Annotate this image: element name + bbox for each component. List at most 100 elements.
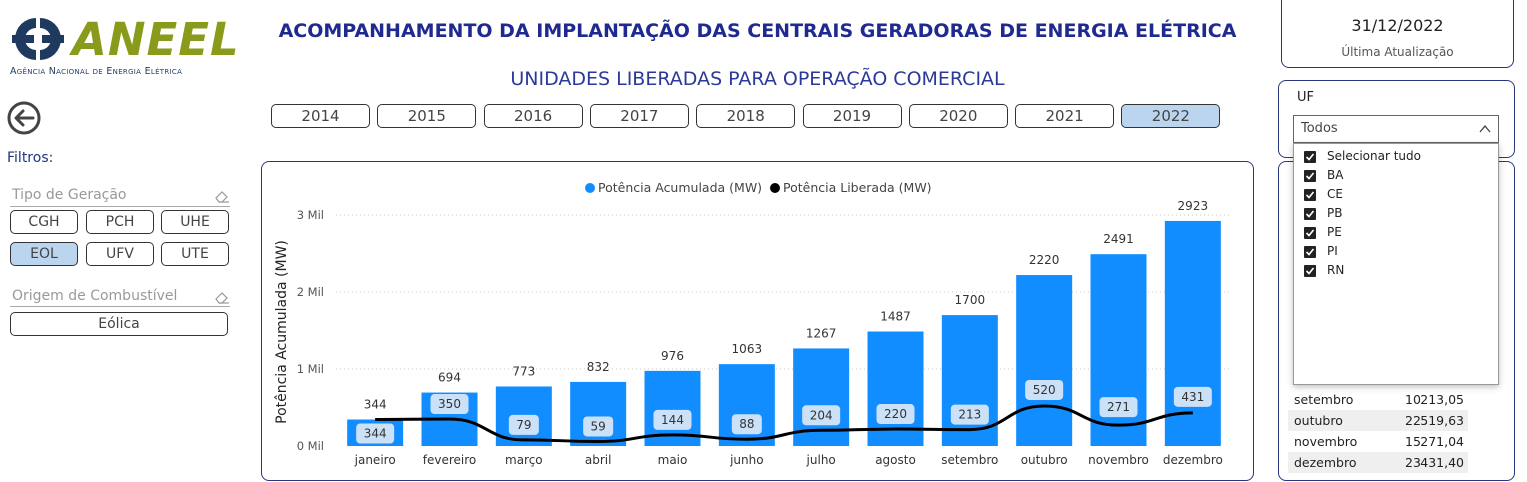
line-data-label-box	[430, 394, 469, 415]
table-cell-month: novembro	[1294, 434, 1358, 449]
line-data-label: 431	[1181, 390, 1204, 404]
filters-label: Filtros:	[7, 150, 54, 166]
checkbox-checked-icon[interactable]	[1304, 265, 1316, 277]
bar-data-label: 2491	[1103, 232, 1134, 246]
bar-data-label: 1700	[955, 293, 986, 307]
checkbox-checked-icon[interactable]	[1304, 208, 1316, 220]
line-data-label: 213	[958, 408, 981, 422]
checkbox-checked-icon[interactable]	[1304, 151, 1316, 163]
last-update-card: 31/12/2022 Última Atualização	[1281, 0, 1514, 68]
x-tick-label: abril	[585, 453, 612, 467]
line-data-label: 79	[516, 418, 531, 432]
table-row: outubro 22 519,63	[1288, 410, 1468, 431]
uf-option-label: BA	[1327, 168, 1344, 182]
bar-data-label: 1487	[880, 310, 911, 324]
uf-selected-value: Todos	[1301, 121, 1338, 136]
year-button-2022[interactable]: 2022	[1121, 104, 1221, 128]
uf-option-label: PE	[1327, 225, 1342, 239]
bar-novembro[interactable]	[1090, 254, 1147, 446]
tipo-chip-pch[interactable]: PCH	[86, 210, 154, 234]
bar-data-label: 1063	[732, 342, 763, 356]
legend-label-acumulada: Potência Acumulada (MW)	[598, 180, 762, 195]
year-button-2020[interactable]: 2020	[908, 104, 1008, 128]
line-data-label-box	[731, 414, 762, 435]
x-tick-label: agosto	[875, 453, 916, 467]
line-data-label-box	[653, 409, 692, 430]
line-data-label: 144	[661, 413, 684, 427]
checkbox-checked-icon[interactable]	[1304, 246, 1316, 258]
bar-data-label: 976	[661, 349, 684, 363]
line-data-label-box	[1173, 386, 1212, 407]
bar-outubro[interactable]	[1016, 275, 1073, 446]
x-tick-label: março	[505, 453, 543, 467]
year-button-2016[interactable]: 2016	[483, 104, 583, 128]
table-cell-count: 15	[1405, 434, 1421, 449]
line-data-label-box	[950, 404, 989, 425]
last-update-date: 31/12/2022	[1351, 16, 1444, 35]
table-cell-count: 23	[1405, 455, 1421, 470]
line-data-label-box	[1025, 379, 1064, 400]
x-tick-label: maio	[658, 453, 688, 467]
table-cell-month: dezembro	[1294, 455, 1357, 470]
uf-option-label: PI	[1327, 244, 1338, 258]
year-button-2021[interactable]: 2021	[1015, 104, 1115, 128]
y-tick-label: 2 Mil	[297, 285, 324, 299]
line-data-label: 220	[884, 407, 907, 421]
year-button-2017[interactable]: 2017	[589, 104, 689, 128]
tipo-chip-ufv[interactable]: UFV	[86, 242, 154, 266]
bar-agosto[interactable]	[867, 331, 924, 446]
x-tick-label: outubro	[1021, 453, 1068, 467]
bar-data-label: 344	[364, 398, 387, 412]
origem-combustivel-button[interactable]: Eólica	[10, 312, 228, 336]
tipo-chip-cgh[interactable]: CGH	[10, 210, 78, 234]
bar-dezembro[interactable]	[1164, 220, 1221, 446]
table-cell-value: 213,05	[1420, 392, 1464, 407]
x-tick-label: setembro	[941, 453, 998, 467]
bar-data-label: 694	[438, 371, 461, 385]
line-data-label: 344	[364, 427, 387, 441]
table-row: novembro 15 271,04	[1288, 431, 1468, 452]
table-cell-value: 519,63	[1420, 413, 1464, 428]
line-data-label-box	[876, 404, 915, 425]
line-data-label-box	[356, 423, 395, 444]
table-cell-value: 431,40	[1420, 455, 1464, 470]
tipo-chip-eol[interactable]: EOL	[10, 242, 78, 266]
page-subtitle: UNIDADES LIBERADAS PARA OPERAÇÃO COMERCI…	[510, 68, 1005, 90]
year-button-2018[interactable]: 2018	[696, 104, 796, 128]
logo-wordmark: ANEEL	[72, 13, 240, 66]
x-tick-label: junho	[729, 453, 764, 467]
year-button-2014[interactable]: 2014	[271, 104, 370, 128]
checkbox-checked-icon[interactable]	[1304, 189, 1316, 201]
bar-data-label: 2923	[1178, 199, 1209, 213]
bar-data-label: 1267	[806, 326, 837, 340]
checkbox-checked-icon[interactable]	[1304, 227, 1316, 239]
line-data-label: 520	[1033, 383, 1056, 397]
y-tick-label: 3 Mil	[297, 208, 324, 222]
x-tick-label: novembro	[1088, 453, 1149, 467]
uf-option-label: Selecionar tudo	[1327, 149, 1421, 163]
eraser-icon[interactable]	[214, 290, 230, 304]
eraser-icon[interactable]	[214, 189, 230, 203]
line-potencia-liberada	[375, 404, 1193, 443]
line-data-label-box	[802, 405, 841, 426]
uf-dropdown[interactable]: Todos	[1293, 115, 1499, 143]
uf-option-label: CE	[1327, 187, 1343, 201]
tipo-chip-ute[interactable]: UTE	[161, 242, 229, 266]
y-tick-label: 0 Mil	[297, 439, 324, 453]
line-data-label-box	[508, 414, 539, 435]
combo-chart: 0 Mil 1 Mil 2 Mil 3 Mil Potência Acumulada (…	[274, 180, 1230, 467]
aneel-emblem-icon	[12, 18, 64, 60]
table-row: setembro 10 213,05	[1288, 389, 1468, 410]
x-tick-label: janeiro	[354, 453, 396, 467]
line-data-label: 88	[739, 417, 754, 431]
checkbox-checked-icon[interactable]	[1304, 170, 1316, 182]
year-button-2019[interactable]: 2019	[802, 104, 902, 128]
year-button-2015[interactable]: 2015	[377, 104, 477, 128]
tipo-chip-uhe[interactable]: UHE	[161, 210, 229, 234]
last-update-label: Última Atualização	[1341, 45, 1454, 59]
origem-combustivel-title: Origem de Combustível	[12, 288, 178, 304]
chevron-up-icon[interactable]	[1478, 122, 1492, 136]
table-cell-count: 22	[1405, 413, 1421, 428]
legend-marker-acumulada	[585, 183, 595, 193]
back-arrow-icon[interactable]	[6, 100, 42, 136]
